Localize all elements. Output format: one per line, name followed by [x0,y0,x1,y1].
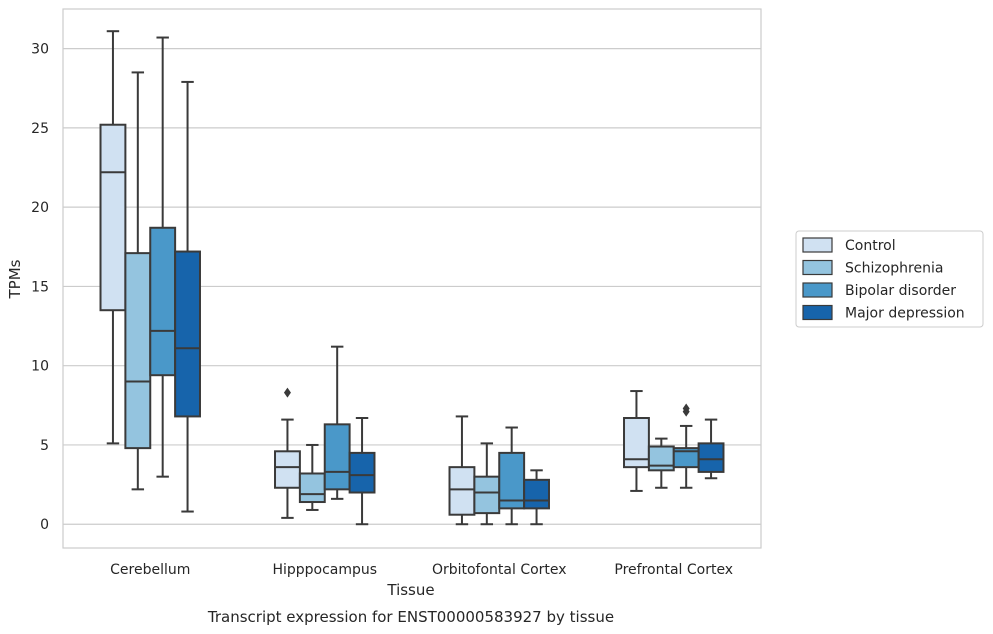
legend-label: Control [845,238,896,254]
box-body [697,442,725,473]
box-control [99,30,127,445]
box-bipolar-disorder [498,426,526,526]
box-bipolar-disorder [149,36,177,478]
y-tick-label: 30 [31,42,49,58]
legend-label: Major depression [845,306,965,322]
x-tick-label: Orbitofontal Cortex [432,562,567,578]
box-body [99,123,127,312]
box-control [448,415,476,526]
legend: Control Schizophrenia Bipolar disorder Majo… [795,230,984,328]
y-tick-labels: 0 5 10 15 20 25 30 [31,42,49,534]
box-major-depression [348,417,376,526]
box-body [647,445,675,472]
plot-frame [62,8,762,549]
chart-title: Transcript expression for ENST0000058392… [207,608,614,626]
x-tick-label: Prefrontal Cortex [614,562,733,578]
box-schizophrenia [647,437,675,489]
legend-frame [795,230,984,328]
y-tick-label: 15 [31,279,49,295]
y-tick-label: 10 [31,359,49,375]
y-axis-label: TPMs [6,259,24,299]
x-tick-label: Hipppocampus [272,562,377,578]
x-tick-label: Cerebellum [110,562,190,578]
box-body [473,475,501,515]
y-tick-label: 20 [31,200,49,216]
box-body [498,451,526,510]
legend-swatch [802,259,833,276]
box-groups [99,30,725,526]
y-tick-label: 25 [31,121,49,137]
box-body [298,472,326,504]
legend-label: Bipolar disorder [845,283,956,299]
box-bipolar-disorder [672,403,700,489]
legend-label: Schizophrenia [845,261,943,277]
x-axis-label: Tissue [386,581,434,599]
box-body [323,423,351,491]
x-tick-labels: Cerebellum Hipppocampus Orbitofontal Corte… [110,562,733,578]
y-tick-label: 0 [40,517,49,533]
box-control [274,387,301,519]
outlier-point [682,403,690,414]
box-body [174,250,201,418]
box-major-depression [697,418,725,480]
box-schizophrenia [124,71,152,491]
box-body [348,451,376,494]
legend-swatch [802,282,833,298]
legend-swatch [802,237,833,253]
box-major-depression [523,469,550,526]
box-body [448,466,476,516]
box-body [274,450,301,489]
box-body [149,226,177,377]
box-control [623,390,650,492]
outlier-point [283,387,291,398]
box-body [523,478,550,510]
box-schizophrenia [473,442,501,526]
box-schizophrenia [298,443,326,511]
box-bipolar-disorder [323,345,351,500]
box-major-depression [174,80,201,513]
y-tick-label: 5 [40,438,49,454]
legend-swatch [802,304,833,321]
box-body [124,252,152,450]
